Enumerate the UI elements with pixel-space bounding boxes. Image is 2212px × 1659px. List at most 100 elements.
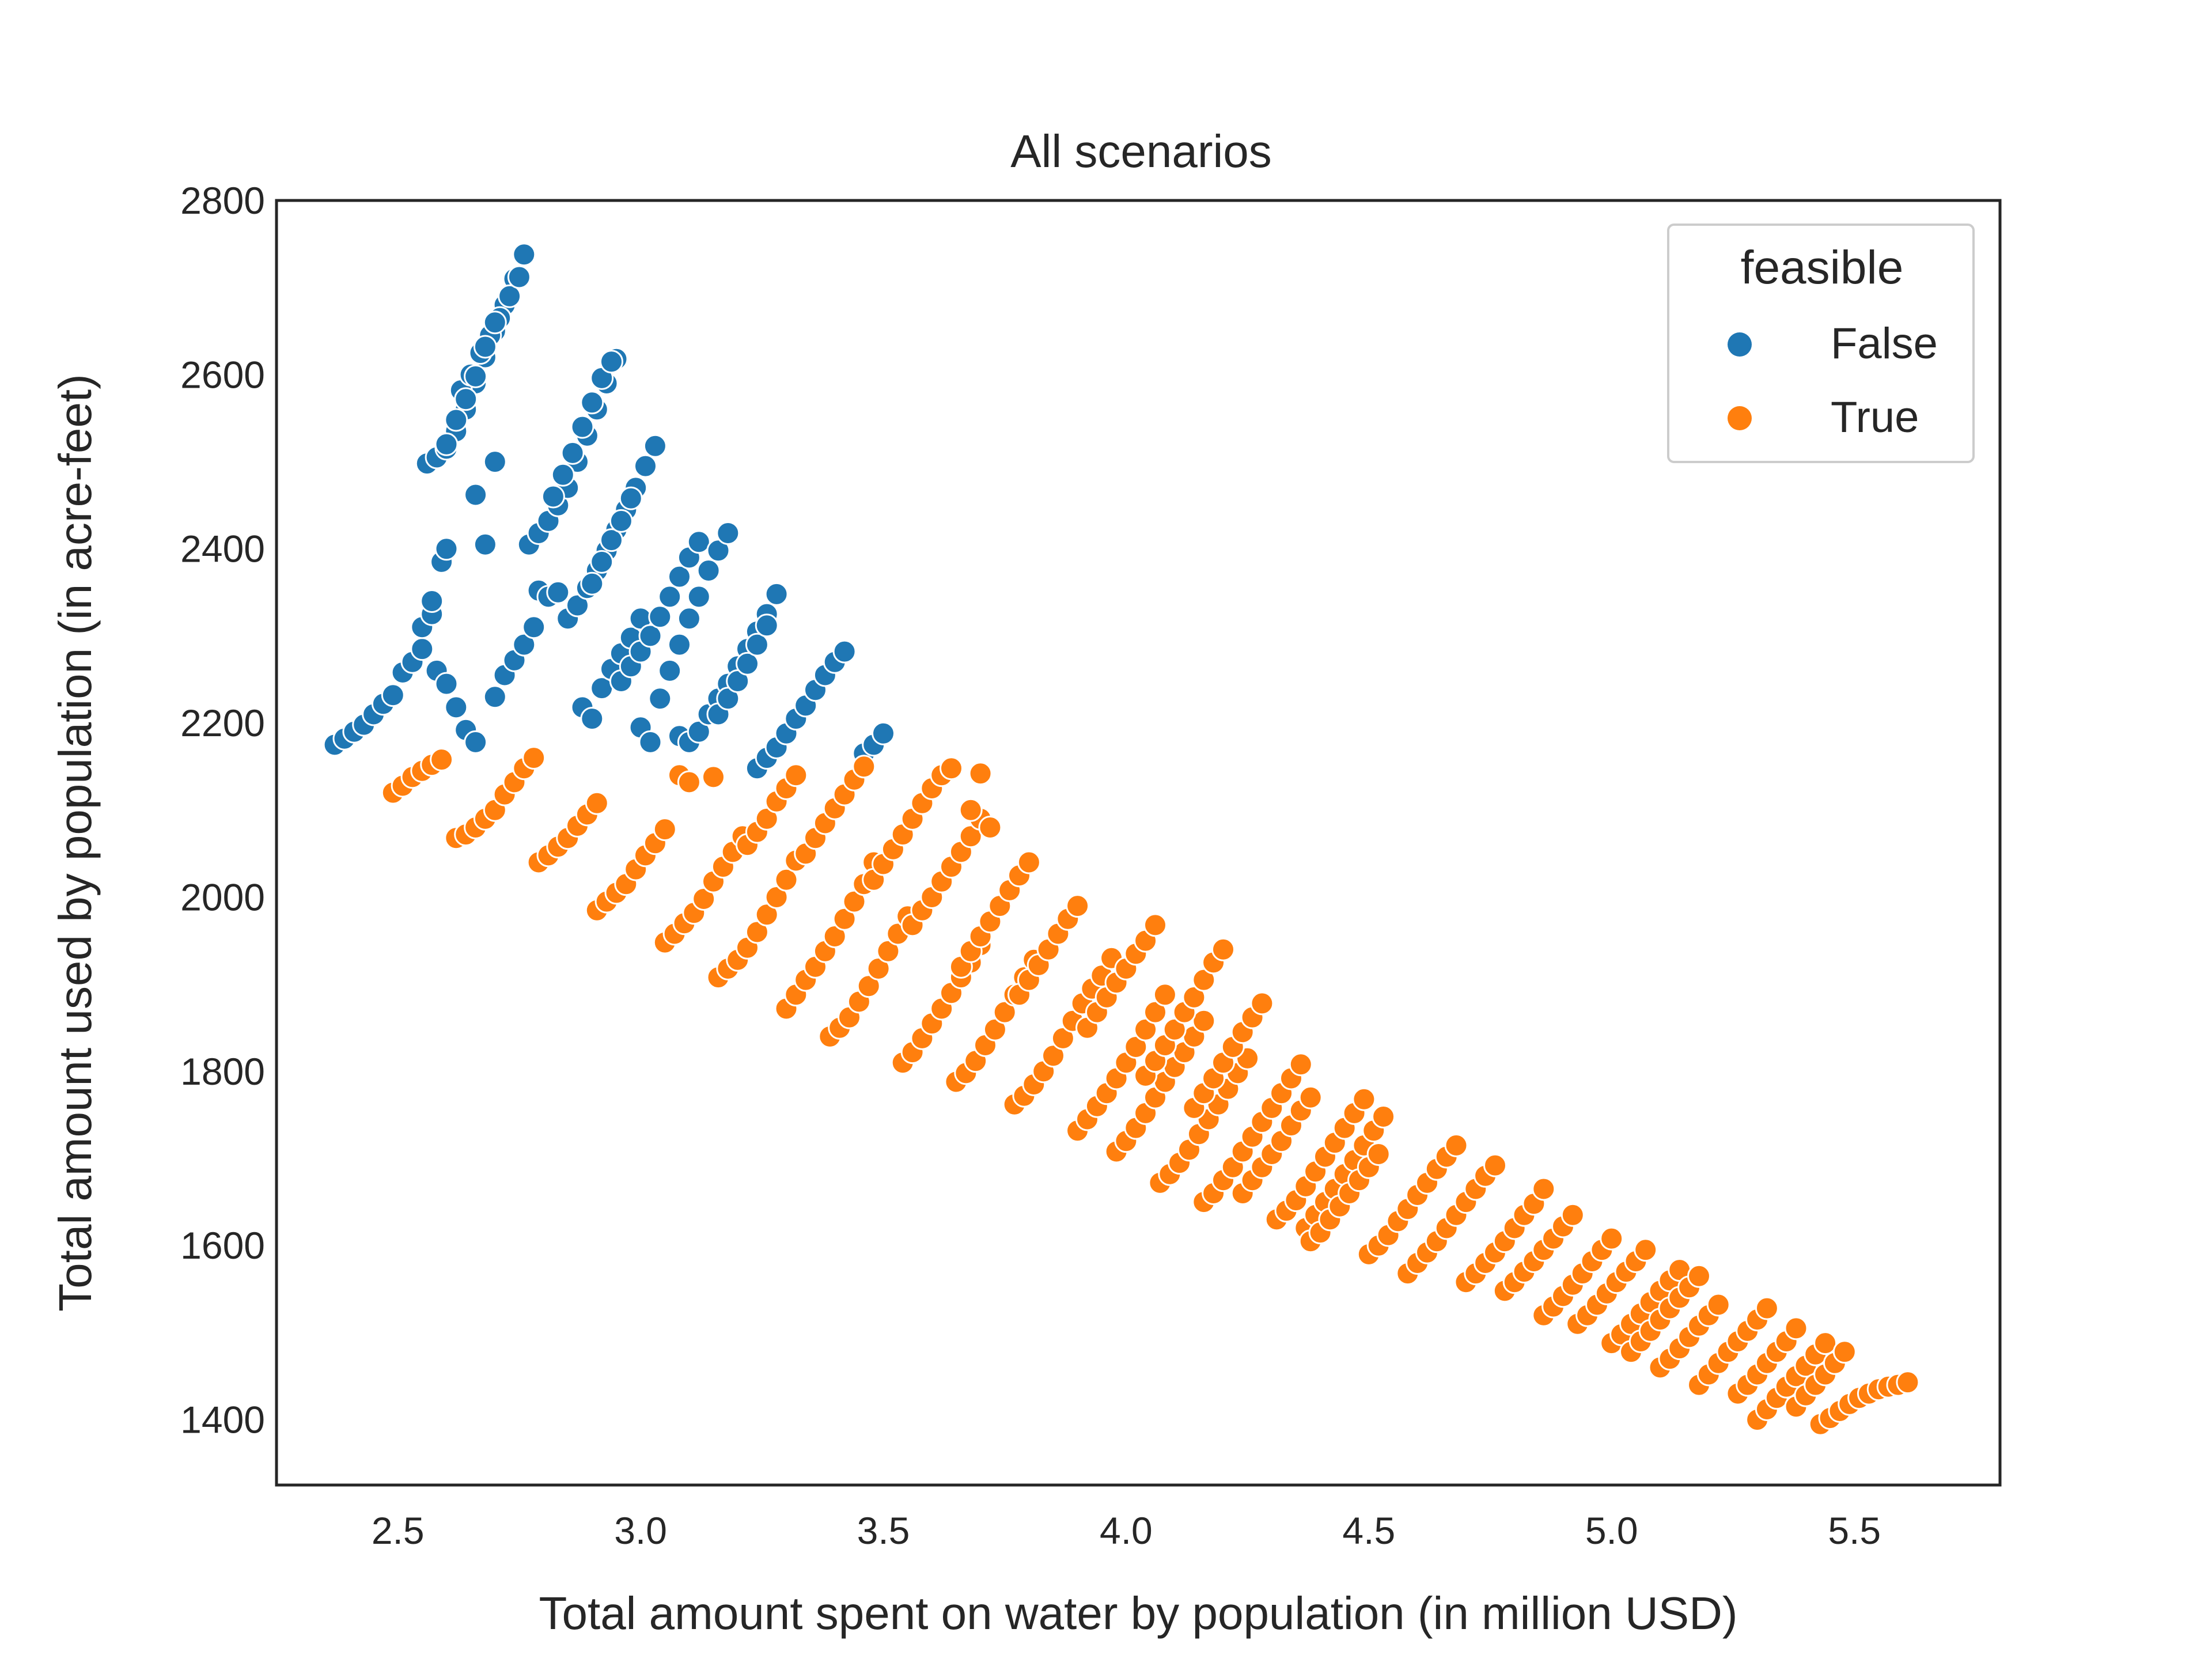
data-point: [619, 486, 643, 510]
data-point: [668, 632, 691, 657]
data-point: [454, 387, 478, 411]
x-axis-label: Total amount spent on water by populatio…: [539, 1588, 1737, 1639]
chart-title: All scenarios: [1010, 126, 1272, 177]
data-point: [1483, 1153, 1507, 1177]
data-point: [1372, 1105, 1396, 1128]
data-point: [658, 658, 682, 683]
data-point: [1444, 1133, 1468, 1157]
data-point: [420, 589, 444, 613]
data-point: [638, 624, 662, 648]
data-point: [687, 530, 711, 554]
data-point: [430, 748, 454, 772]
data-point: [658, 585, 682, 609]
data-point: [648, 687, 672, 711]
data-point: [1706, 1293, 1730, 1317]
data-point: [677, 607, 701, 631]
data-point: [784, 763, 808, 787]
data-point: [570, 415, 594, 439]
legend-label-true: True: [1831, 393, 1919, 442]
data-point: [702, 765, 725, 789]
data-point: [774, 868, 798, 892]
x-tick-label: 5.5: [1828, 1509, 1881, 1552]
data-point: [1298, 1085, 1323, 1109]
data-point: [716, 521, 740, 545]
y-axis-ticks: 1400 1600 1800 2000 2200 2400 2600 2800: [180, 179, 265, 1441]
plot-area-frame: [275, 199, 2002, 1487]
data-point: [444, 695, 468, 719]
data-point: [483, 450, 507, 474]
x-tick-label: 4.5: [1342, 1509, 1395, 1552]
series-false: [323, 243, 895, 781]
data-point: [634, 454, 657, 478]
data-point: [580, 571, 604, 596]
data-point: [1289, 1052, 1313, 1077]
legend-label-false: False: [1831, 319, 1938, 368]
data-point: [1784, 1316, 1808, 1340]
data-point: [434, 537, 459, 561]
data-point: [444, 408, 468, 432]
data-point: [464, 483, 488, 507]
data-point: [968, 762, 993, 786]
data-point: [585, 791, 609, 815]
y-tick-label: 2200: [180, 702, 265, 744]
data-point: [434, 672, 459, 696]
data-point: [464, 364, 488, 388]
legend: feasible False True: [1667, 224, 1975, 463]
data-point: [653, 817, 677, 842]
data-point: [1755, 1296, 1779, 1320]
data-point: [1600, 1226, 1624, 1251]
data-point: [1813, 1331, 1838, 1355]
data-point: [755, 613, 779, 638]
data-point: [600, 528, 623, 552]
legend-marker-true: [1728, 406, 1752, 430]
data-point: [522, 746, 546, 770]
x-tick-label: 3.0: [614, 1509, 667, 1552]
data-point: [381, 683, 405, 707]
data-point: [1017, 850, 1041, 874]
data-point: [852, 755, 876, 779]
legend-box: [1667, 224, 1975, 463]
x-tick-label: 3.5: [857, 1509, 910, 1552]
data-point: [522, 615, 546, 639]
data-point: [1250, 991, 1274, 1016]
y-tick-label: 2400: [180, 528, 265, 570]
y-tick-label: 2800: [180, 179, 265, 222]
data-point: [507, 265, 531, 289]
data-point: [1153, 983, 1177, 1007]
data-point: [1366, 1142, 1391, 1166]
data-point: [473, 335, 497, 359]
data-point: [940, 756, 963, 781]
data-point: [978, 816, 1002, 839]
data-point: [551, 463, 575, 487]
data-point: [580, 391, 604, 415]
data-point: [1192, 1009, 1216, 1033]
x-tick-label: 4.0: [1100, 1509, 1153, 1552]
data-point: [1066, 894, 1090, 918]
data-point: [638, 730, 662, 754]
data-point: [580, 707, 604, 731]
data-point: [1896, 1370, 1920, 1395]
data-point: [464, 730, 488, 754]
data-point: [687, 585, 711, 609]
data-point: [546, 580, 570, 604]
data-point: [1634, 1238, 1658, 1262]
data-point: [696, 559, 721, 582]
x-tick-label: 2.5: [372, 1509, 425, 1552]
data-point: [1532, 1177, 1556, 1201]
points-layer: [323, 243, 1920, 1436]
data-point: [1211, 937, 1235, 961]
data-point: [609, 509, 633, 533]
data-point: [959, 798, 983, 822]
x-axis-ticks: 2.5 3.0 3.5 4.0 4.5 5.0 5.5: [372, 1509, 1881, 1552]
y-tick-label: 1800: [180, 1050, 265, 1093]
data-point: [668, 565, 691, 589]
legend-title: feasible: [1741, 241, 1904, 294]
data-point: [600, 350, 623, 374]
y-tick-label: 2000: [180, 876, 265, 919]
data-point: [677, 770, 701, 794]
data-point: [512, 243, 536, 267]
data-point: [1687, 1264, 1711, 1288]
data-point: [648, 605, 672, 629]
